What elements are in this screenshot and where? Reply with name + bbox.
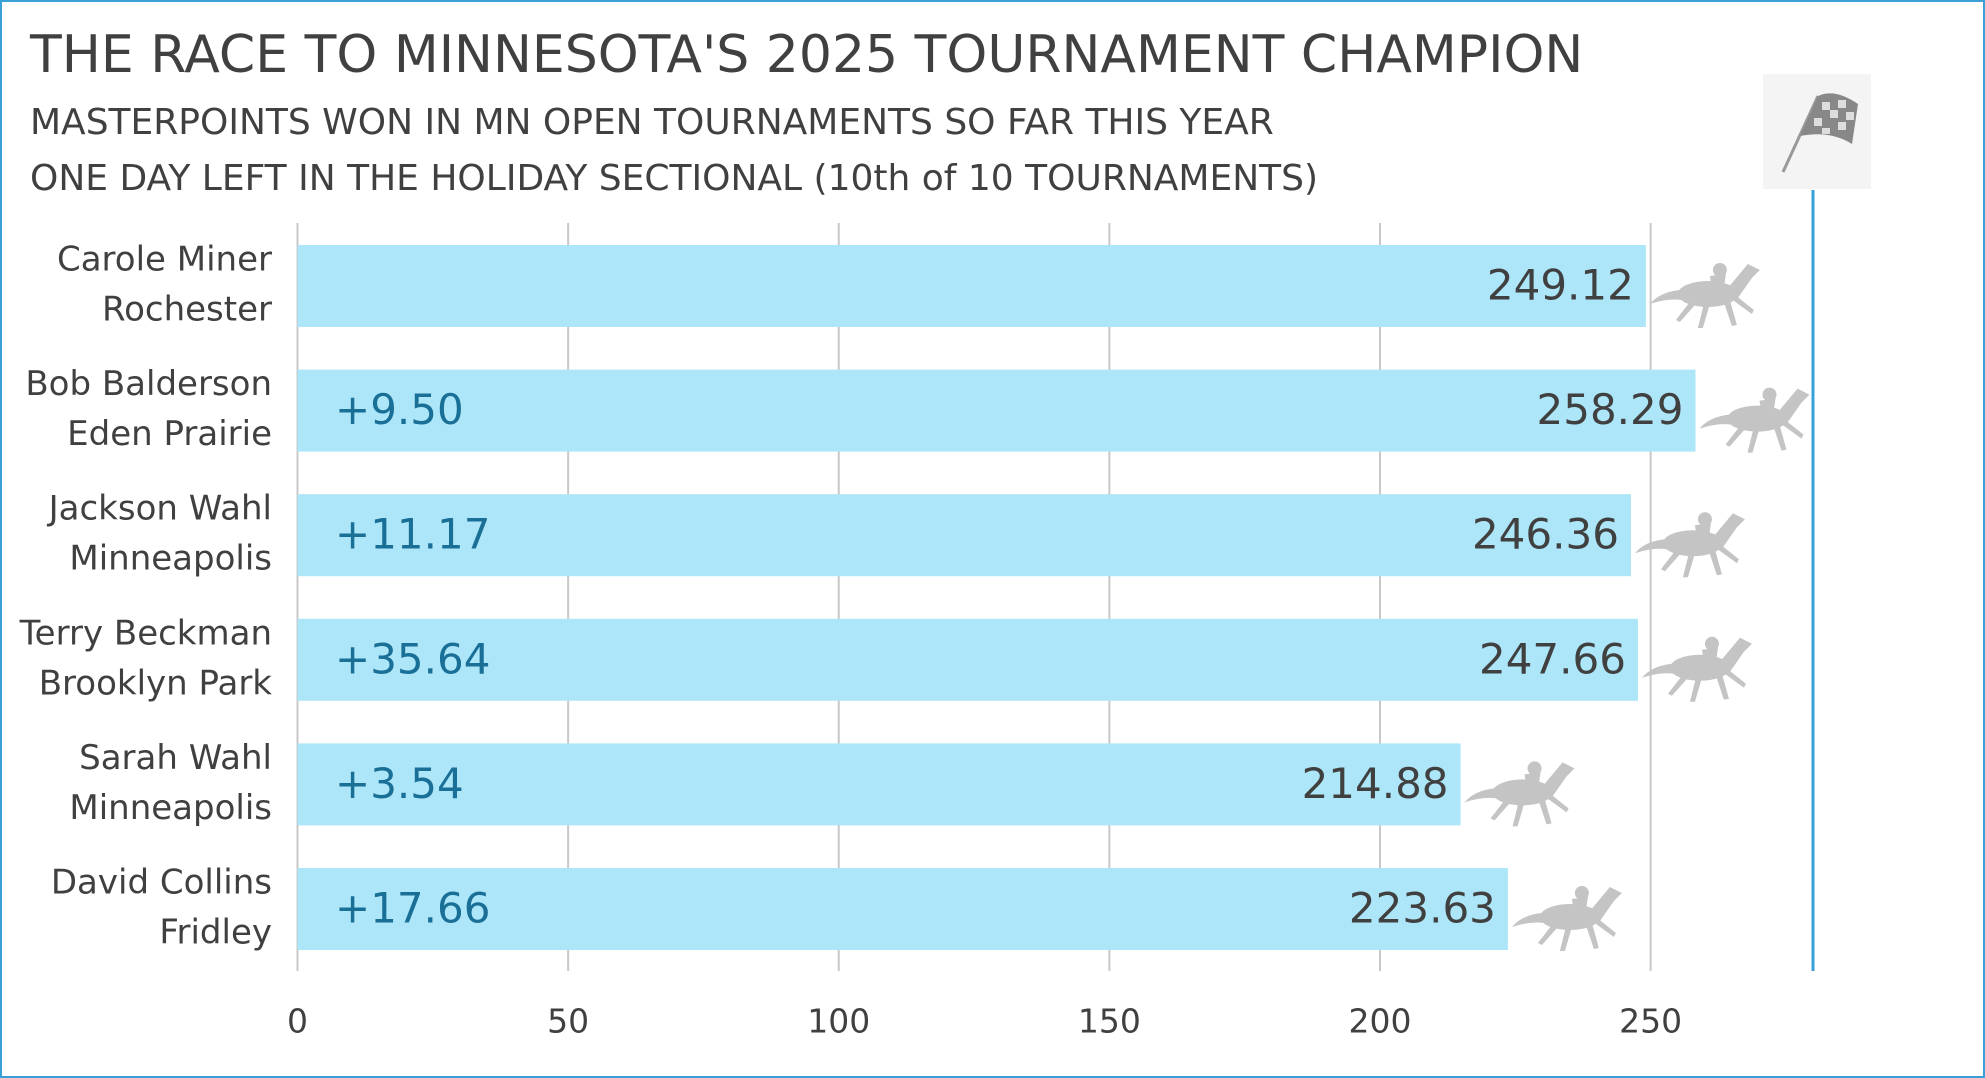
horse-neck — [1589, 887, 1622, 921]
horse-tail — [1464, 788, 1497, 803]
jockey-body — [1709, 274, 1726, 288]
y-tick-label: Fridley — [159, 913, 272, 953]
gap-label: +17.66 — [335, 884, 490, 933]
horse-neck — [1727, 264, 1760, 298]
jockey — [1712, 263, 1727, 277]
horse-tail — [1511, 913, 1544, 927]
x-tick-label: 150 — [1078, 1002, 1141, 1041]
gap-label: +35.64 — [335, 634, 490, 683]
jockey-body — [1571, 897, 1588, 911]
gap-label: +3.54 — [335, 759, 464, 808]
bar — [297, 618, 1638, 701]
jockey — [1527, 761, 1542, 776]
horse-legs — [1660, 543, 1739, 578]
x-tick-label: 250 — [1619, 1002, 1682, 1041]
chart-title: THE RACE TO MINNESOTA'S 2025 TOURNAMENT … — [29, 25, 1583, 85]
jockey — [1697, 512, 1712, 527]
jockey-body — [1524, 772, 1541, 787]
value-label: 246.36 — [1472, 510, 1619, 559]
horse-icon — [1464, 761, 1575, 827]
bar — [297, 868, 1508, 950]
horse-tail — [1641, 663, 1674, 678]
x-tick-label: 100 — [807, 1002, 870, 1041]
horse-icon — [1649, 263, 1760, 328]
horse-neck — [1712, 513, 1745, 548]
bar — [297, 743, 1461, 826]
x-tick-label: 200 — [1349, 1002, 1412, 1041]
bar — [297, 494, 1631, 577]
y-tick-label: Jackson Wahl — [47, 489, 272, 529]
y-tick-label: Bob Balderson — [25, 364, 272, 404]
bar — [297, 245, 1646, 327]
value-label: 247.66 — [1479, 634, 1626, 683]
jockey — [1762, 387, 1777, 402]
value-label: 223.63 — [1349, 884, 1496, 933]
horse-tail — [1699, 414, 1732, 429]
jockey — [1574, 886, 1589, 900]
horse-legs — [1667, 667, 1746, 702]
y-tick-label: Minneapolis — [69, 539, 272, 579]
horse-tail — [1649, 290, 1682, 304]
x-tick-label: 0 — [287, 1002, 308, 1041]
horse-neck — [1542, 762, 1575, 797]
y-tick-label: Rochester — [102, 290, 272, 330]
value-label: 258.29 — [1537, 385, 1684, 434]
horse-icon — [1641, 636, 1752, 702]
y-tick-label: Minneapolis — [69, 788, 272, 828]
horse-legs — [1537, 917, 1616, 951]
horse-icon — [1634, 512, 1745, 578]
horse-neck — [1719, 637, 1752, 672]
horse-icon — [1511, 886, 1622, 951]
jockey-body — [1694, 523, 1711, 538]
y-tick-label: Sarah Wahl — [79, 738, 272, 778]
chart-subtitle: ONE DAY LEFT IN THE HOLIDAY SECTIONAL (1… — [30, 158, 1318, 199]
flag-icon — [1763, 74, 1871, 189]
y-tick-label: Eden Prairie — [67, 414, 272, 454]
gap-label: +9.50 — [335, 385, 464, 434]
horse-legs — [1675, 294, 1754, 328]
jockey-body — [1759, 398, 1776, 413]
horse-legs — [1490, 792, 1569, 827]
y-tick-label: Carole Miner — [57, 240, 272, 280]
y-tick-label: Brooklyn Park — [39, 663, 273, 703]
horse-icon — [1699, 387, 1810, 453]
horse-neck — [1777, 388, 1810, 423]
value-label: 249.12 — [1487, 261, 1634, 310]
bar — [297, 369, 1696, 452]
gap-label: +11.17 — [335, 510, 490, 559]
y-tick-label: Terry Beckman — [19, 613, 272, 653]
y-tick-label: David Collins — [51, 863, 272, 903]
jockey-body — [1701, 647, 1718, 662]
horse-legs — [1725, 418, 1804, 453]
value-label: 214.88 — [1302, 759, 1449, 808]
horse-tail — [1634, 539, 1667, 554]
jockey — [1704, 636, 1719, 651]
chart-subtitle: MASTERPOINTS WON IN MN OPEN TOURNAMENTS … — [30, 102, 1274, 143]
x-tick-label: 50 — [547, 1002, 589, 1041]
